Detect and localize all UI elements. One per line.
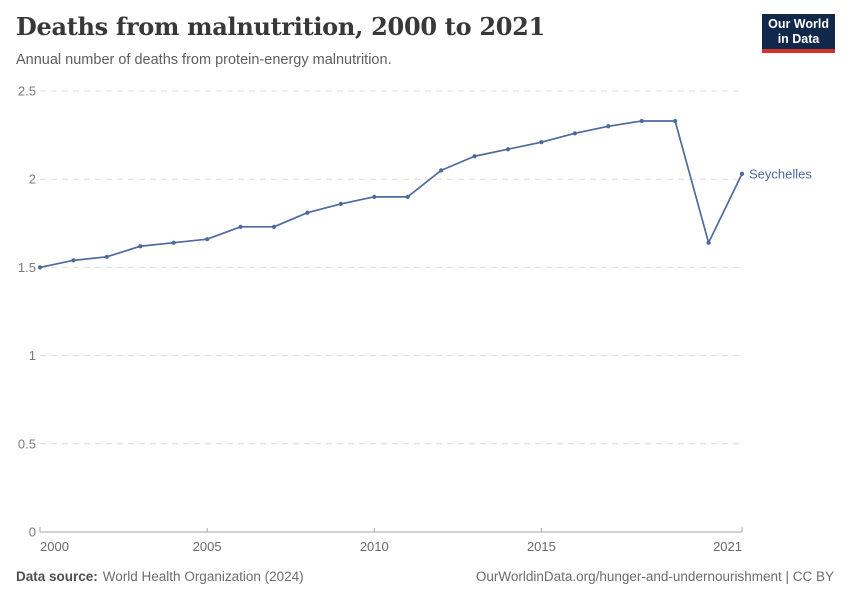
data-point-marker: [572, 131, 577, 136]
data-point-marker: [673, 118, 678, 124]
y-tick-label: 0: [29, 525, 36, 540]
x-tick-label: 2000: [40, 539, 69, 554]
data-source: Data source: World Health Organization (2…: [16, 569, 304, 584]
data-point-marker: [171, 240, 176, 245]
chart-footer: Data source: World Health Organization (2…: [16, 569, 834, 584]
data-point-marker: [706, 240, 711, 245]
y-tick-label: 1: [29, 348, 36, 363]
data-source-label: Data source:: [16, 569, 98, 584]
attribution-text: OurWorldinData.org/hunger-and-undernouri…: [475, 569, 834, 584]
data-point-marker: [238, 224, 243, 229]
series-line: [39, 120, 743, 269]
data-point-marker: [205, 237, 210, 242]
data-point-marker: [539, 140, 544, 145]
data-point-marker: [37, 265, 43, 270]
data-point-marker: [405, 194, 410, 199]
data-point-marker: [71, 258, 76, 263]
y-tick-label: 2.5: [18, 84, 36, 99]
data-point-marker: [472, 154, 477, 159]
data-point-marker: [104, 254, 109, 259]
x-tick-label: 2005: [193, 539, 222, 554]
data-point-marker: [606, 124, 611, 129]
data-point-marker: [439, 168, 444, 173]
data-point-marker: [372, 194, 377, 199]
data-point-marker: [305, 210, 310, 215]
data-source-text: World Health Organization (2024): [102, 569, 304, 584]
y-tick-label: 0.5: [18, 436, 36, 451]
data-point-marker: [739, 171, 745, 177]
owid-logo[interactable]: Our World in Data: [762, 14, 835, 53]
series-entity-label: Seychelles: [749, 166, 812, 181]
owid-logo-line2: in Data: [777, 32, 820, 46]
data-point-marker: [338, 201, 343, 206]
x-tick-label: 2021: [713, 539, 742, 554]
x-tick-label: 2015: [527, 539, 556, 554]
data-point-marker: [271, 224, 277, 229]
data-point-marker: [639, 118, 644, 124]
y-tick-label: 2: [29, 172, 36, 187]
data-point-marker: [138, 244, 143, 249]
chart-subtitle: Annual number of deaths from protein-ene…: [16, 52, 392, 68]
data-point-marker: [505, 147, 511, 152]
owid-logo-line1: Our World: [768, 17, 829, 31]
page-title: Deaths from malnutrition, 2000 to 2021: [16, 12, 545, 41]
y-tick-label: 1.5: [18, 260, 36, 275]
x-tick-label: 2010: [360, 539, 389, 554]
